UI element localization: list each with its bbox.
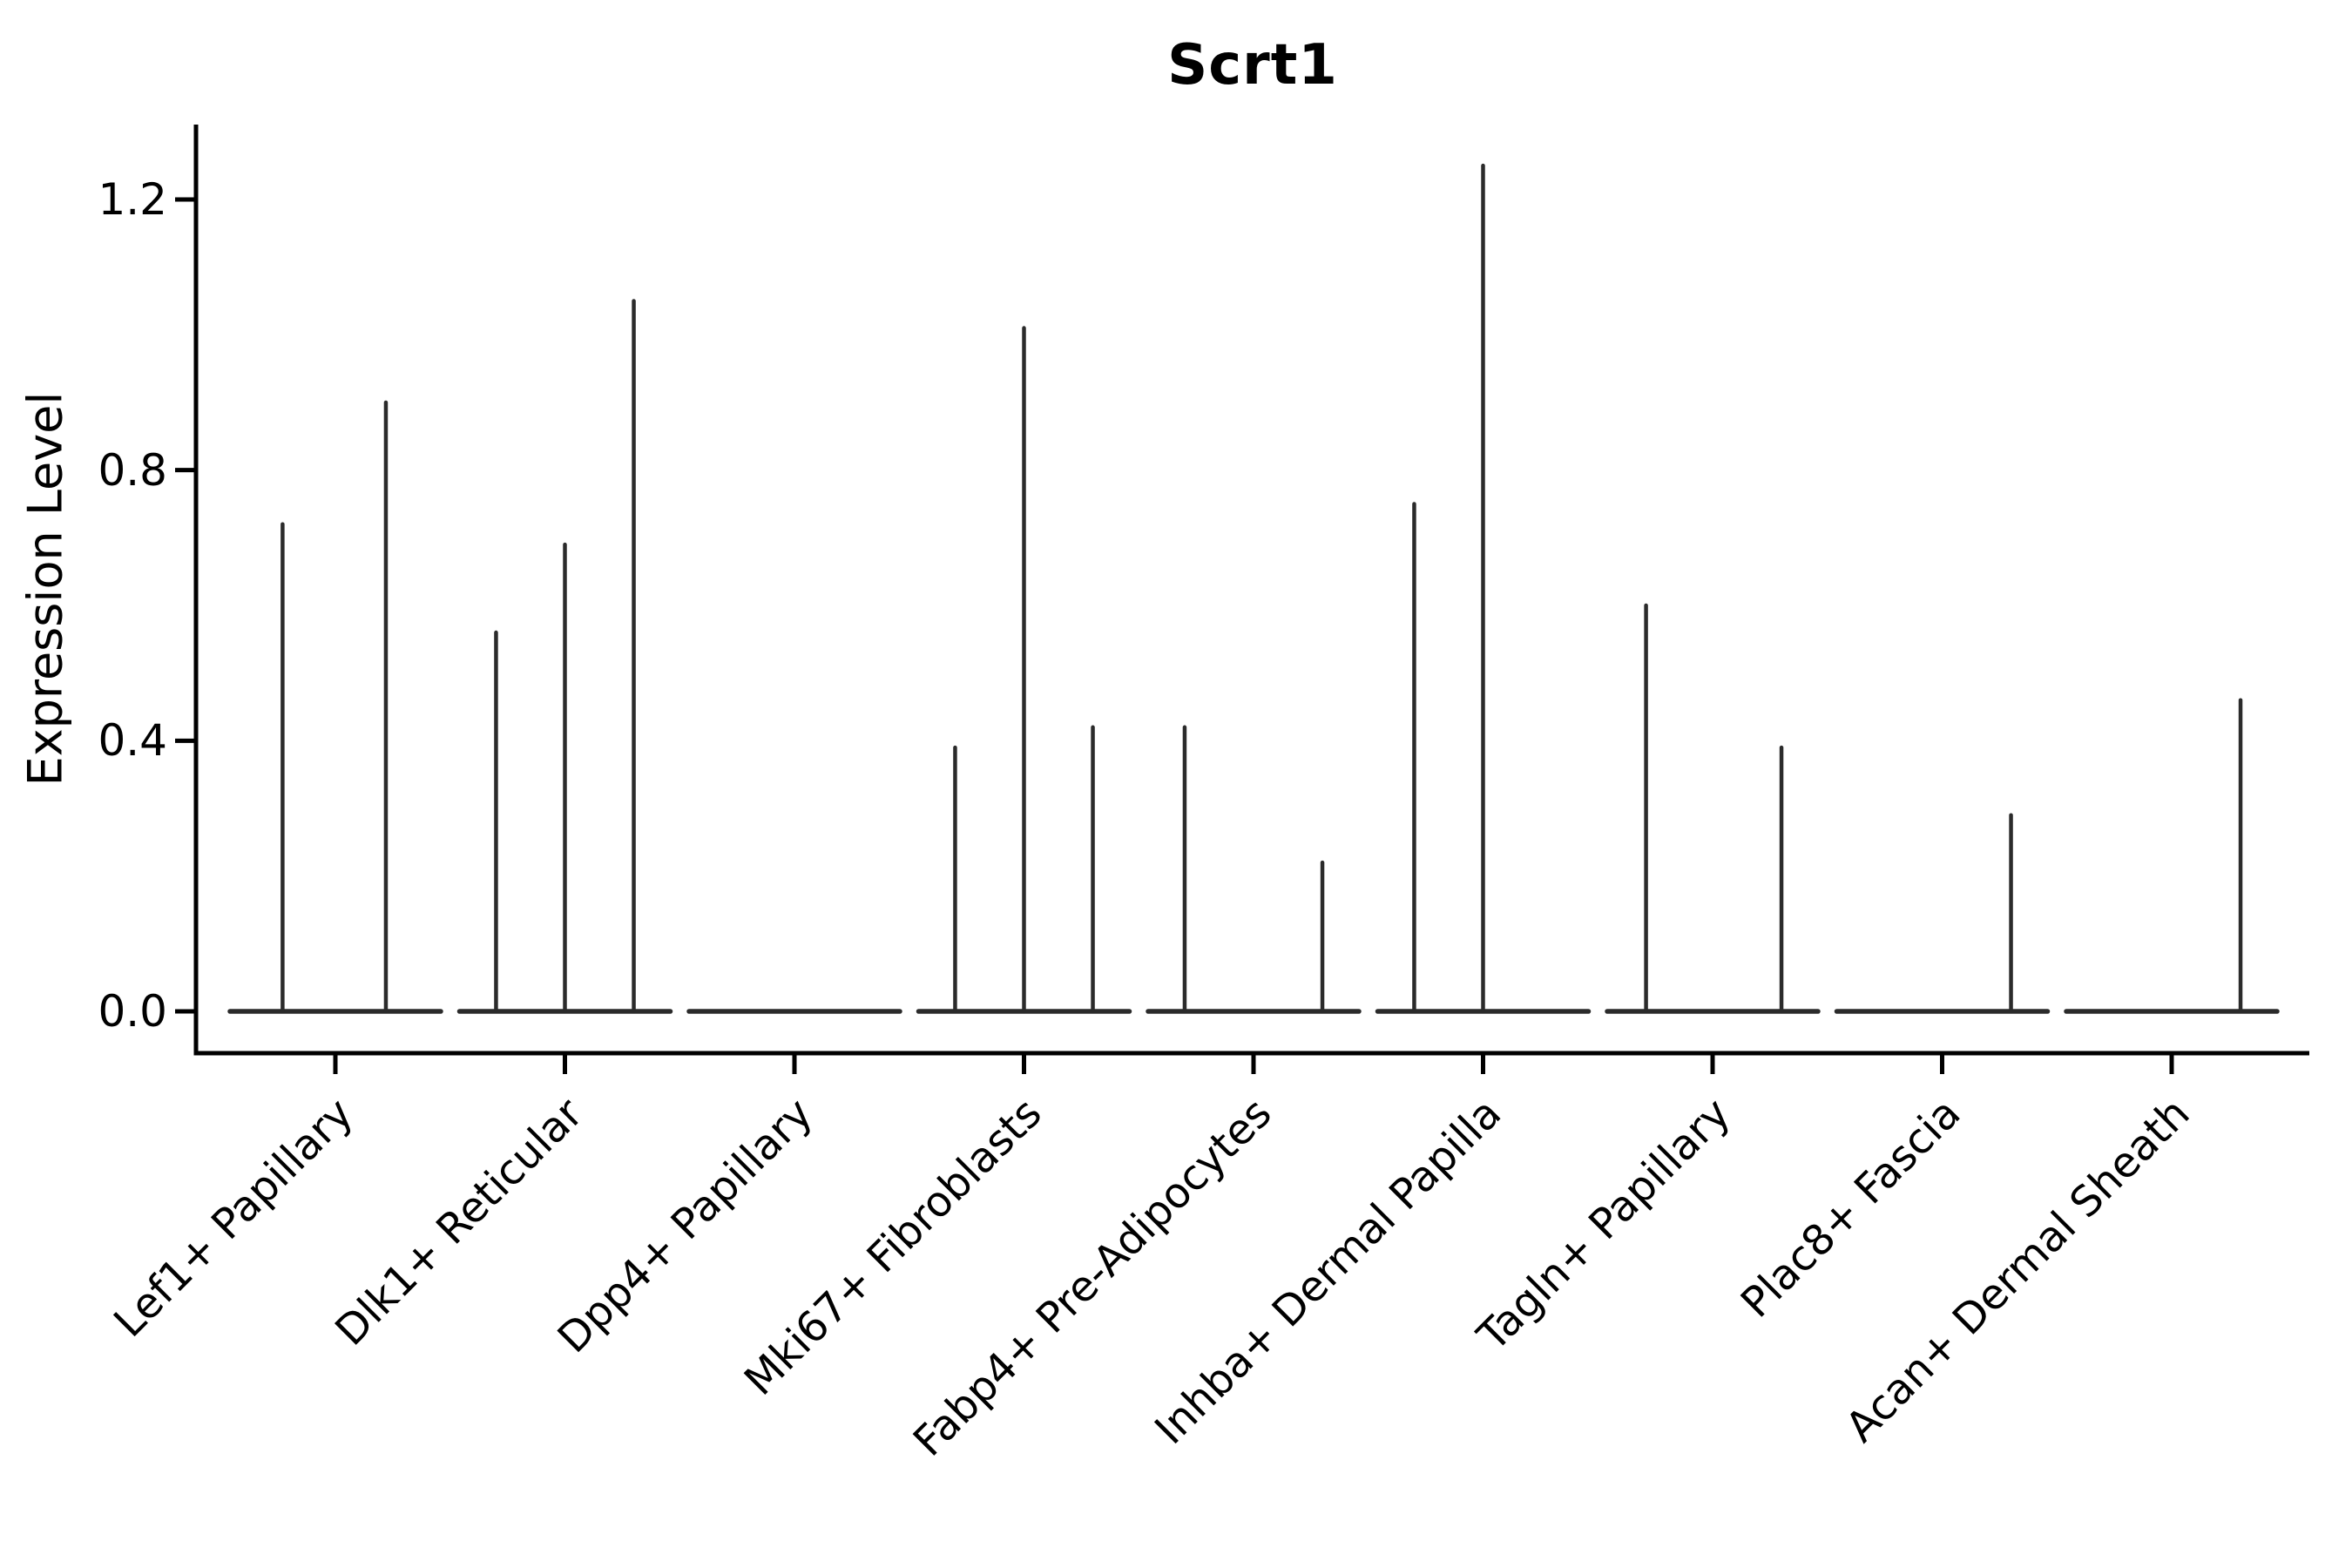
y-tick-label: 0.0 <box>98 986 167 1037</box>
y-tick-label: 0.4 <box>98 715 167 767</box>
chart-title: Scrt1 <box>1167 33 1338 98</box>
y-tick-label: 0.8 <box>98 444 167 496</box>
y-tick-label: 1.2 <box>98 173 167 225</box>
